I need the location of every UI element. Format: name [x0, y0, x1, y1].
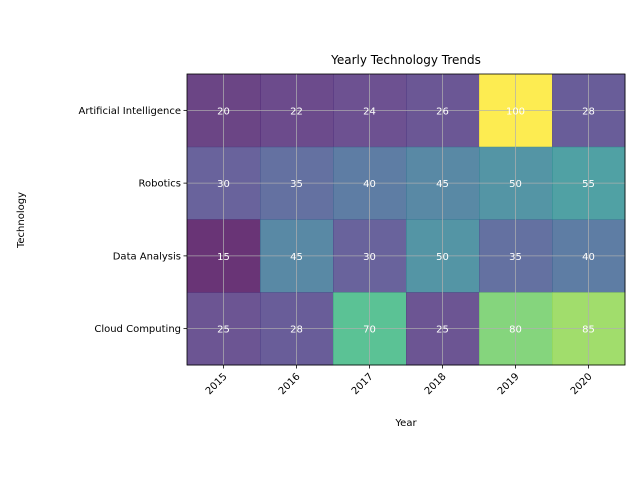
cell-value-label: 25 [436, 325, 449, 336]
cell-value-label: 55 [582, 179, 595, 190]
chart-title: Yearly Technology Trends [330, 53, 481, 67]
cell-value-labels: 20 22 24 26 100 28 30 35 40 45 50 55 15 45 30 50 35 40 25 2… [217, 106, 595, 335]
cell-value-label: 30 [363, 252, 376, 263]
cell-value-label: 50 [436, 252, 449, 263]
cell-value-label: 22 [290, 106, 303, 117]
cell-value-label: 25 [217, 325, 230, 336]
x-tick-label: 2016 [277, 371, 303, 397]
x-tick-label: 2020 [569, 371, 595, 397]
cell-value-label: 20 [217, 106, 230, 117]
cell-value-label: 40 [582, 252, 595, 263]
y-tick-label: Cloud Computing [94, 324, 181, 335]
y-tick-label: Artificial Intelligence [79, 106, 182, 117]
x-axis-ticks: 2015 2016 2017 2018 2019 2020 [204, 365, 595, 397]
cell-value-label: 26 [436, 106, 449, 117]
x-tick-label: 2019 [496, 371, 522, 397]
y-tick-label: Data Analysis [113, 251, 181, 262]
cell-value-label: 45 [436, 179, 449, 190]
cell-value-label: 70 [363, 325, 376, 336]
cell-value-label: 100 [506, 106, 525, 117]
cell-value-label: 30 [217, 179, 230, 190]
cell-value-label: 45 [290, 252, 303, 263]
heatmap-cells [187, 74, 626, 366]
x-axis-label: Year [394, 418, 417, 429]
x-tick-label: 2018 [423, 371, 449, 397]
cell-value-label: 80 [509, 325, 522, 336]
x-tick-label: 2017 [350, 371, 376, 397]
cell-value-label: 15 [217, 252, 230, 263]
y-axis-ticks: Artificial Intelligence Robotics Data Anal… [79, 106, 187, 335]
cell-value-label: 50 [509, 179, 522, 190]
cell-value-label: 28 [290, 325, 303, 336]
x-tick-label: 2015 [204, 371, 230, 397]
grid-lines [187, 74, 625, 365]
cell-value-label: 24 [363, 106, 376, 117]
y-tick-label: Robotics [139, 179, 182, 190]
cell-value-label: 28 [582, 106, 595, 117]
y-axis-label: Technology [16, 192, 27, 249]
cell-value-label: 40 [363, 179, 376, 190]
cell-value-label: 35 [509, 252, 522, 263]
cell-value-label: 85 [582, 325, 595, 336]
plot-frame [186, 73, 626, 366]
cell-value-label: 35 [290, 179, 303, 190]
